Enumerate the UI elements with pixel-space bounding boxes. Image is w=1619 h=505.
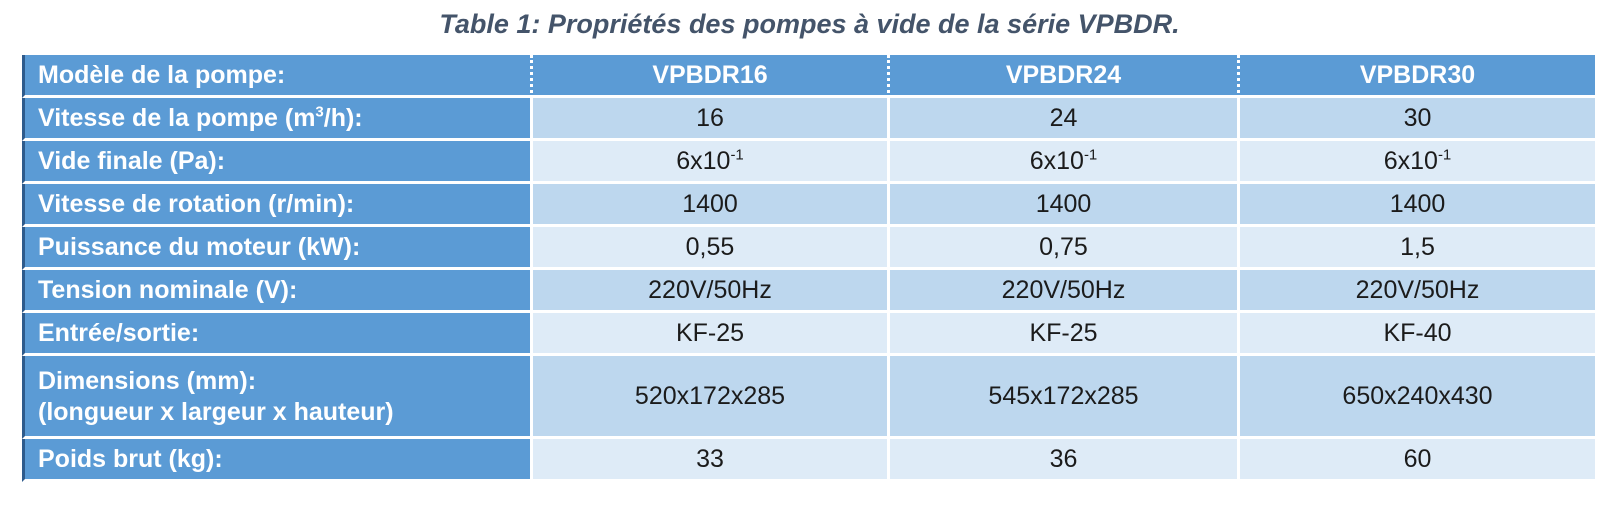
power-vpbdr30: 1,5: [1237, 227, 1595, 270]
header-model-vpbdr16: VPBDR16: [530, 55, 887, 98]
dimensions-vpbdr30: 650x240x430: [1237, 356, 1595, 439]
dimensions-vpbdr24: 545x172x285: [887, 356, 1237, 439]
pump-speed-vpbdr30: 30: [1237, 98, 1595, 141]
pump-speed-label-text2: /h):: [323, 103, 363, 132]
header-model-vpbdr30: VPBDR30: [1237, 55, 1595, 98]
vacuum-vpbdr16: 6x10-1: [530, 141, 887, 184]
pump-properties-table: Modèle de la pompe: VPBDR16 VPBDR24 VPBD…: [22, 55, 1595, 482]
dimensions-label-line1: Dimensions (mm):: [38, 366, 257, 395]
row-rotation-speed: Vitesse de rotation (r/min): 1400 1400 1…: [22, 184, 1595, 227]
pump-speed-vpbdr16: 16: [530, 98, 887, 141]
vacuum-vpbdr30-base: 6x10: [1383, 146, 1438, 175]
ports-vpbdr24: KF-25: [887, 313, 1237, 356]
ports-vpbdr30: KF-40: [1237, 313, 1595, 356]
pump-speed-vpbdr24: 24: [887, 98, 1237, 141]
weight-vpbdr16: 33: [530, 439, 887, 482]
vacuum-vpbdr24-base: 6x10: [1029, 146, 1084, 175]
dimensions-label-line2: (longueur x largeur x hauteur): [38, 398, 394, 426]
pump-speed-label: Vitesse de la pompe (m3/h):: [22, 98, 530, 141]
row-gross-weight: Poids brut (kg): 33 36 60: [22, 439, 1595, 482]
power-label: Puissance du moteur (kW):: [22, 227, 530, 270]
dimensions-label: Dimensions (mm): (longueur x largeur x ha…: [22, 356, 530, 439]
vacuum-vpbdr30-sup: -1: [1437, 146, 1452, 164]
row-motor-power: Puissance du moteur (kW): 0,55 0,75 1,5: [22, 227, 1595, 270]
pump-speed-label-sup: 3: [315, 103, 324, 121]
header-model-vpbdr24: VPBDR24: [887, 55, 1237, 98]
header-label-cell: Modèle de la pompe:: [22, 55, 530, 98]
header-row: Modèle de la pompe: VPBDR16 VPBDR24 VPBD…: [22, 55, 1595, 98]
voltage-vpbdr24: 220V/50Hz: [887, 270, 1237, 313]
vacuum-vpbdr16-sup: -1: [730, 146, 744, 164]
rotation-vpbdr16: 1400: [530, 184, 887, 227]
vacuum-vpbdr30: 6x10-1: [1237, 141, 1595, 184]
pump-speed-label-text: Vitesse de la pompe (m: [38, 103, 316, 132]
rotation-vpbdr24: 1400: [887, 184, 1237, 227]
row-ultimate-vacuum: Vide finale (Pa): 6x10-1 6x10-1 6x10-1: [22, 141, 1595, 184]
table-caption: Table 1: Propriétés des pompes à vide de…: [439, 9, 1180, 39]
vacuum-vpbdr24: 6x10-1: [887, 141, 1237, 184]
vacuum-vpbdr24-sup: -1: [1083, 146, 1098, 164]
weight-vpbdr24: 36: [887, 439, 1237, 482]
rotation-vpbdr30: 1400: [1237, 184, 1595, 227]
dimensions-vpbdr16: 520x172x285: [530, 356, 887, 439]
vacuum-label: Vide finale (Pa):: [22, 141, 530, 184]
row-nominal-voltage: Tension nominale (V): 220V/50Hz 220V/50H…: [22, 270, 1595, 313]
voltage-label: Tension nominale (V):: [22, 270, 530, 313]
ports-label: Entrée/sortie:: [22, 313, 530, 356]
weight-label: Poids brut (kg):: [22, 439, 530, 482]
ports-vpbdr16: KF-25: [530, 313, 887, 356]
weight-vpbdr30: 60: [1237, 439, 1595, 482]
row-pump-speed: Vitesse de la pompe (m3/h): 16 24 30: [22, 98, 1595, 141]
power-vpbdr16: 0,55: [530, 227, 887, 270]
vacuum-vpbdr16-base: 6x10: [676, 146, 731, 175]
voltage-vpbdr16: 220V/50Hz: [530, 270, 887, 313]
power-vpbdr24: 0,75: [887, 227, 1237, 270]
row-dimensions: Dimensions (mm): (longueur x largeur x ha…: [22, 356, 1595, 439]
voltage-vpbdr30: 220V/50Hz: [1237, 270, 1595, 313]
row-inlet-outlet: Entrée/sortie: KF-25 KF-25 KF-40: [22, 313, 1595, 356]
rotation-label: Vitesse de rotation (r/min):: [22, 184, 530, 227]
